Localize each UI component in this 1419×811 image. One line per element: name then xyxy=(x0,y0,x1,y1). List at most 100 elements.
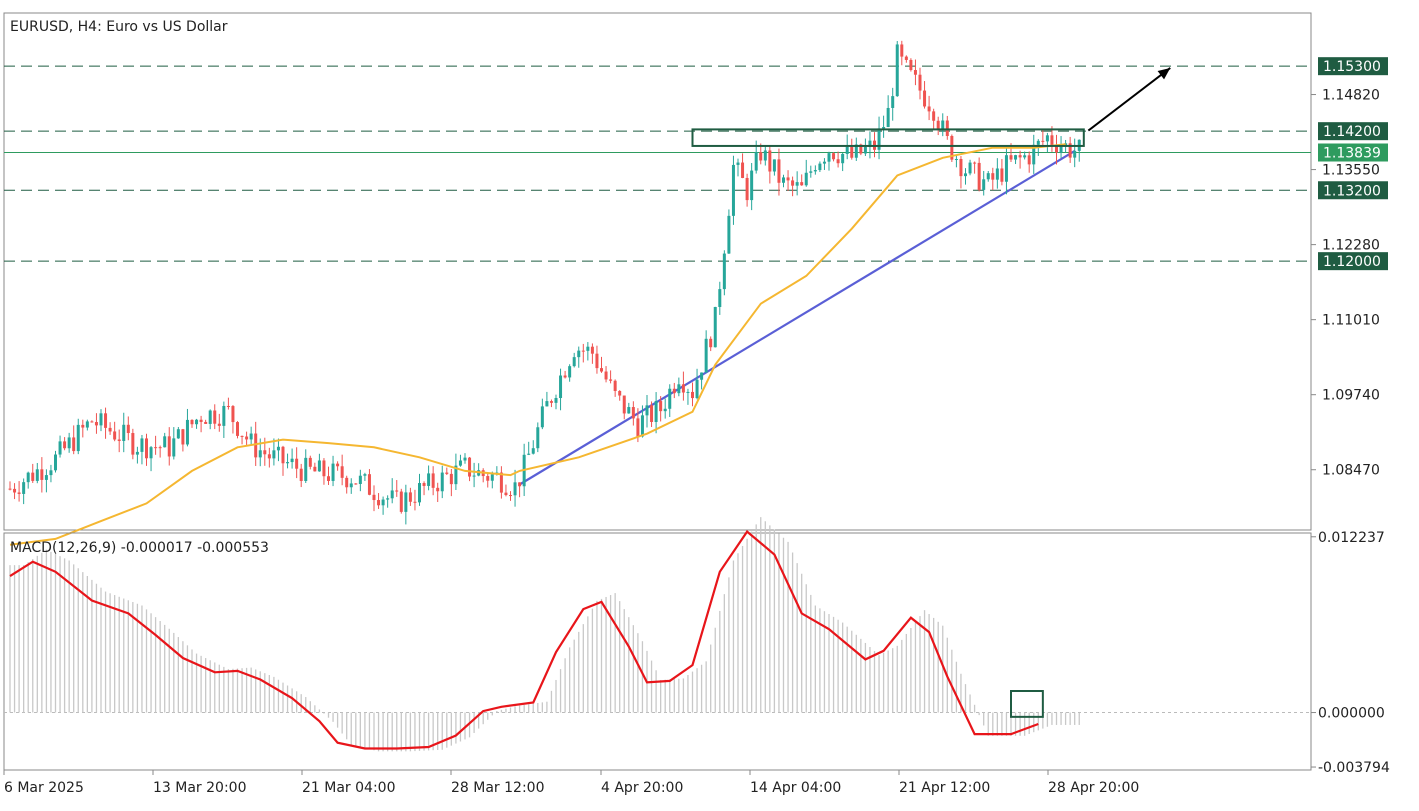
candle-body-105 xyxy=(486,476,490,481)
candle-body-148 xyxy=(681,384,685,393)
candle-body-5 xyxy=(31,472,35,481)
candle-body-98 xyxy=(454,465,458,485)
candle-body-187 xyxy=(859,144,863,154)
candle-body-139 xyxy=(640,415,644,437)
candle-body-143 xyxy=(659,401,663,412)
candle-body-56 xyxy=(263,450,267,455)
candle-body-157 xyxy=(722,253,726,290)
candle-body-234 xyxy=(1073,150,1077,158)
price-tick-label-3: 1.11010 xyxy=(1322,313,1380,329)
candle-body-88 xyxy=(408,492,412,502)
candle-body-213 xyxy=(977,162,981,190)
candle-body-175 xyxy=(804,172,808,186)
candle-body-108 xyxy=(499,472,503,493)
candle-body-65 xyxy=(304,457,308,481)
candle-body-122 xyxy=(563,375,567,378)
candle-body-39 xyxy=(185,419,189,445)
candle-body-153 xyxy=(704,338,708,373)
macd-signal-layer xyxy=(9,529,1044,750)
candle-body-85 xyxy=(395,490,399,492)
candle-body-127 xyxy=(586,346,590,351)
candle-body-41 xyxy=(195,419,199,425)
candle-body-170 xyxy=(782,177,785,183)
candle-body-193 xyxy=(886,107,890,128)
candle-body-79 xyxy=(367,474,371,495)
candle-body-48 xyxy=(226,405,230,407)
candle-body-167 xyxy=(768,150,772,172)
candle-body-141 xyxy=(650,405,654,422)
candle-body-97 xyxy=(449,473,453,485)
candle-body-111 xyxy=(513,482,517,496)
candle-body-86 xyxy=(399,491,403,512)
candle-body-177 xyxy=(813,170,817,172)
candle-body-134 xyxy=(618,390,622,396)
candle-body-119 xyxy=(549,401,553,403)
candle-body-11 xyxy=(58,441,62,455)
time-tick-label-4: 4 Apr 20:00 xyxy=(601,780,683,796)
candle-body-121 xyxy=(559,375,563,399)
candle-body-37 xyxy=(176,429,180,439)
candle-body-203 xyxy=(932,111,936,121)
candle-body-228 xyxy=(1045,135,1049,142)
candle-body-50 xyxy=(236,422,239,436)
candle-body-54 xyxy=(254,433,258,458)
candle-body-91 xyxy=(422,483,426,486)
candle-body-60 xyxy=(281,446,285,464)
macd-tick-label-1: 0.000000 xyxy=(1318,706,1385,722)
candle-body-149 xyxy=(686,391,690,393)
candle-body-114 xyxy=(527,453,531,455)
candle-body-185 xyxy=(850,146,854,158)
candle-body-168 xyxy=(772,159,776,172)
moving-average-layer xyxy=(9,143,1066,546)
ascending-trendline xyxy=(519,150,1076,486)
candle-body-137 xyxy=(631,407,635,419)
candle-body-12 xyxy=(63,441,67,449)
candle-body-16 xyxy=(81,424,85,428)
annotations xyxy=(691,67,1171,147)
breakout-arrow-head xyxy=(1157,67,1171,80)
candle-body-20 xyxy=(99,413,103,426)
candle-body-15 xyxy=(76,424,80,452)
macd-highlight-box xyxy=(1010,690,1044,718)
level-lines xyxy=(4,65,1311,262)
candle-body-17 xyxy=(85,421,89,428)
candle-body-42 xyxy=(199,419,203,422)
candle-body-62 xyxy=(290,458,294,463)
candle-body-123 xyxy=(568,366,572,378)
level-tag-0 xyxy=(1318,57,1388,76)
candle-body-182 xyxy=(836,159,840,164)
candle-body-146 xyxy=(672,388,676,394)
candle-body-100 xyxy=(463,457,467,461)
candle-body-30 xyxy=(145,438,148,459)
candle-body-217 xyxy=(995,168,999,180)
candle-body-218 xyxy=(1000,168,1004,182)
candle-body-204 xyxy=(936,120,940,130)
candle-body-33 xyxy=(158,447,162,449)
time-tick-label-5: 14 Apr 04:00 xyxy=(750,780,841,796)
candle-body-72 xyxy=(336,463,340,467)
resistance-zone-box xyxy=(691,128,1085,147)
candle-body-194 xyxy=(891,96,895,108)
level-tag-label-0: 1.15300 xyxy=(1323,59,1381,75)
candle-body-6 xyxy=(35,469,39,481)
candle-body-192 xyxy=(882,127,886,129)
candle-body-151 xyxy=(695,379,699,399)
candle-body-27 xyxy=(131,433,135,455)
price-tick-label-0: 1.14820 xyxy=(1322,88,1380,104)
candle-body-18 xyxy=(90,421,94,423)
candle-body-155 xyxy=(713,306,717,348)
candle-body-152 xyxy=(700,372,704,380)
candle-body-181 xyxy=(832,153,836,160)
candle-body-161 xyxy=(741,162,745,178)
time-tick-label-7: 28 Apr 20:00 xyxy=(1048,780,1139,796)
candle-body-55 xyxy=(258,450,262,458)
candle-body-7 xyxy=(40,469,44,480)
time-tick-label-2: 21 Mar 04:00 xyxy=(302,780,395,796)
candle-body-135 xyxy=(622,395,626,414)
candle-body-222 xyxy=(1018,155,1022,158)
candle-body-132 xyxy=(609,379,613,381)
candle-body-52 xyxy=(245,436,249,440)
candle-body-106 xyxy=(490,474,494,481)
candle-body-67 xyxy=(313,466,317,472)
level-tag-2 xyxy=(1318,143,1388,162)
